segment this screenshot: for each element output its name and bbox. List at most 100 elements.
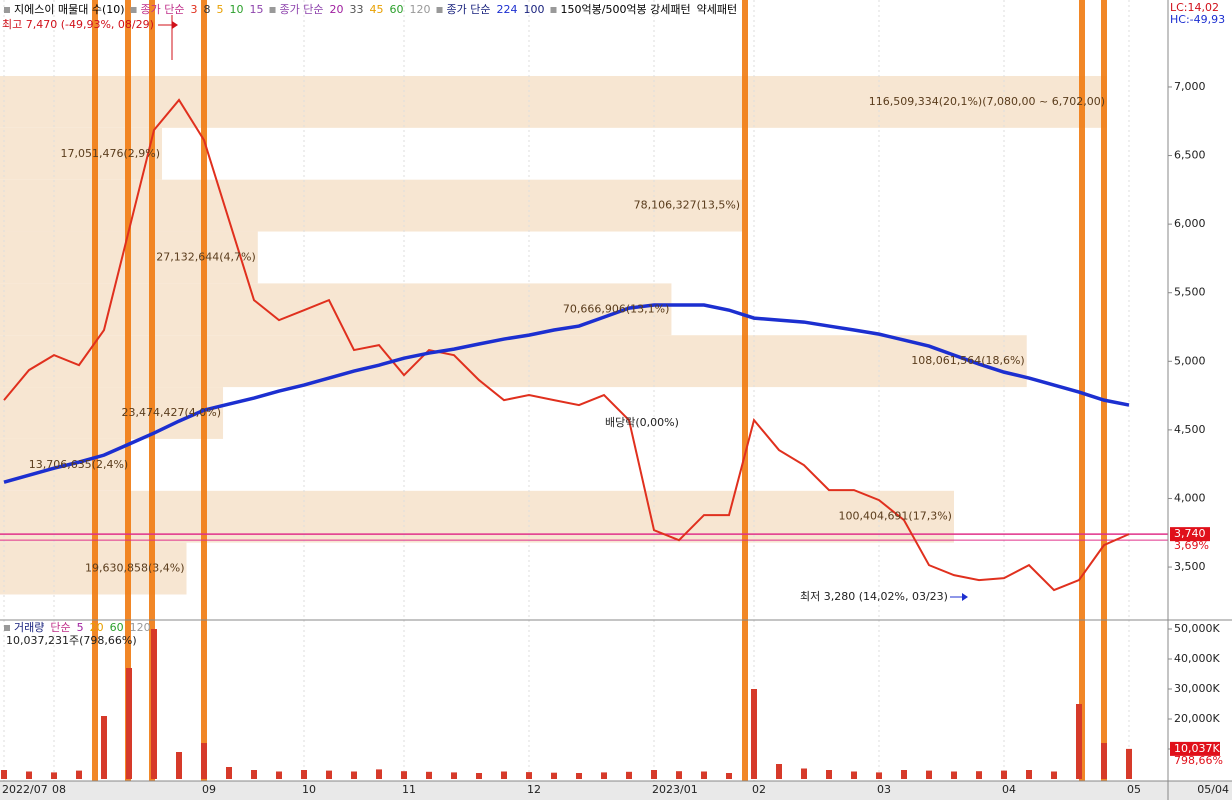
legend-entry: 120 xyxy=(410,3,431,16)
volume-bar xyxy=(376,769,382,779)
x-tick-label: 08 xyxy=(52,783,66,796)
y-tick-label: 30,000K xyxy=(1174,682,1220,695)
legend-entry: 20 xyxy=(90,621,104,634)
legend-entry: 5 xyxy=(217,3,224,16)
x-tick-label: 03 xyxy=(877,783,891,796)
y-tick-label: 6,000 xyxy=(1174,217,1206,230)
volume-bar xyxy=(851,771,857,779)
low-annotation: 최저 3,280 (14,02%, 03/23) xyxy=(800,590,948,603)
x-tick-label: 10 xyxy=(302,783,316,796)
y-tick-label: 50,000K xyxy=(1174,622,1220,635)
volume-bar xyxy=(126,667,132,779)
volume-bar xyxy=(1001,770,1007,779)
volume-change-label: 798,66% xyxy=(1174,754,1223,767)
signal-marker xyxy=(742,0,748,781)
volume-bar xyxy=(26,771,32,779)
volume-bar xyxy=(451,772,457,779)
legend-entry: 단순 xyxy=(50,621,70,634)
volume-bar xyxy=(526,772,532,779)
profile-bar xyxy=(0,75,1107,128)
signal-marker xyxy=(149,0,155,781)
volume-bar xyxy=(251,769,257,779)
legend-entry: 종가 단순 xyxy=(141,3,185,16)
signal-marker xyxy=(1101,0,1107,781)
price-change-label: 3,69% xyxy=(1174,539,1209,552)
volume-bar xyxy=(976,771,982,779)
volume-bar xyxy=(651,769,657,779)
legend-icon xyxy=(550,7,557,13)
x-tick-label: 12 xyxy=(527,783,541,796)
y-tick-label: 6,500 xyxy=(1174,149,1206,162)
profile-label: 78,106,327(13,5%) xyxy=(634,199,741,212)
volume-bar xyxy=(476,772,482,779)
y-tick-label: 40,000K xyxy=(1174,652,1220,665)
y-tick-label: 7,000 xyxy=(1174,80,1206,93)
volume-bar xyxy=(701,771,707,779)
volume-bar xyxy=(226,766,232,779)
volume-bar xyxy=(301,769,307,779)
legend-entry: 33 xyxy=(350,3,364,16)
volume-bar xyxy=(726,772,732,779)
profile-label: 116,509,334(20,1%)(7,080,00 ~ 6,702,00) xyxy=(869,95,1105,108)
volume-bar xyxy=(1101,742,1107,779)
volume-summary: 10,037,231주(798,66%) xyxy=(6,634,137,647)
profile-label: 27,132,644(4,7%) xyxy=(156,250,256,263)
legend-entry: 60 xyxy=(110,621,124,634)
x-tick-label: 05 xyxy=(1127,783,1141,796)
x-tick-label: 2023/01 xyxy=(652,783,698,796)
profile-label: 23,474,427(4,0%) xyxy=(122,406,222,419)
legend-entry: 종가 단순 xyxy=(280,3,324,16)
y-tick-label: 5,500 xyxy=(1174,286,1206,299)
lc-label: LC:14,02 xyxy=(1170,1,1219,14)
legend-entry: 60 xyxy=(390,3,404,16)
profile-bar xyxy=(0,283,672,336)
volume-bar xyxy=(1076,703,1082,779)
volume-bar xyxy=(876,772,882,779)
volume-bar xyxy=(101,715,107,779)
x-tick-label: 02 xyxy=(752,783,766,796)
volume-bar xyxy=(276,771,282,779)
x-axis-band xyxy=(0,781,1232,800)
y-tick-label: 5,000 xyxy=(1174,354,1206,367)
y-tick-label: 3,500 xyxy=(1174,560,1206,573)
volume-bar xyxy=(901,769,907,779)
volume-bar xyxy=(751,688,757,779)
signal-marker xyxy=(1079,0,1085,781)
profile-bar xyxy=(0,179,743,232)
profile-bar xyxy=(0,387,224,439)
legend-entry: 45 xyxy=(370,3,384,16)
volume-bar xyxy=(926,770,932,779)
volume-bar xyxy=(151,628,157,779)
legend-entry: 100 xyxy=(524,3,545,16)
x-tick-label: 04 xyxy=(1002,783,1016,796)
profile-bar xyxy=(0,127,163,180)
volume-bar xyxy=(51,772,57,779)
high-annotation: 최고 7,470 (-49,93%, 08/29) xyxy=(2,18,154,31)
y-tick-label: 20,000K xyxy=(1174,712,1220,725)
plot-layer xyxy=(0,0,1168,781)
volume-bar xyxy=(326,770,332,779)
legend-entry: 종가 단순 xyxy=(447,3,491,16)
volume-bar xyxy=(176,751,182,779)
arrow-head xyxy=(962,593,968,601)
volume-bar xyxy=(201,742,207,779)
volume-bar xyxy=(826,769,832,779)
legend-entry: 8 xyxy=(204,3,211,16)
y-tick-label: 4,000 xyxy=(1174,491,1206,504)
legend-entry: 150억봉/500억봉 강세패턴 xyxy=(561,3,691,16)
x-tick-label: 09 xyxy=(202,783,216,796)
volume-bar xyxy=(626,771,632,779)
legend-icon xyxy=(436,7,443,13)
volume-bar xyxy=(501,771,507,779)
signal-marker xyxy=(92,0,98,781)
volume-bar xyxy=(76,770,82,779)
volume-bar xyxy=(601,772,607,779)
legend-entry: 224 xyxy=(497,3,518,16)
legend-icon xyxy=(130,7,137,13)
x-tick-label: 2022/07 xyxy=(2,783,48,796)
legend-icon xyxy=(4,7,10,13)
volume-bar xyxy=(1026,769,1032,779)
price-tag-label: 3,740 xyxy=(1174,527,1206,540)
legend-icon xyxy=(4,625,10,631)
